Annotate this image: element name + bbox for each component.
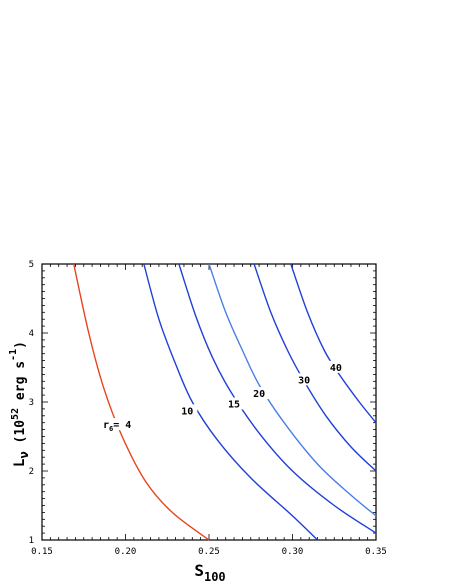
x-tick-label: 0.30 xyxy=(282,547,304,557)
x-axis-title: S100 xyxy=(194,561,225,582)
x-axis-title-subscript: 100 xyxy=(204,570,226,582)
series-label-bg xyxy=(294,373,315,386)
x-axis-ticks: 0.15 0.20 0.25 0.30 0.35 xyxy=(31,547,387,557)
series-label-main: 20 xyxy=(253,389,265,400)
y-axis-title-l: L xyxy=(12,459,28,467)
series-line-40 xyxy=(290,263,377,424)
series-label: 10 xyxy=(181,406,193,417)
y-axis-title-sup2: -1 xyxy=(8,349,19,361)
y-tick-label: 1 xyxy=(29,536,34,546)
y-axis-title: Lν (1052 erg s-1) xyxy=(8,341,31,467)
x-tick-label: 0.20 xyxy=(115,547,137,557)
series-label-main: r xyxy=(103,420,109,431)
y-axis-title-nu: ν xyxy=(17,451,31,458)
y-axis-ticks: 1 2 3 4 5 xyxy=(29,260,34,546)
series-label-bg xyxy=(249,387,270,400)
series-line-15 xyxy=(178,263,377,534)
series-label-main: 40 xyxy=(330,363,342,374)
series-line-10 xyxy=(143,263,319,541)
y-axis-title-unit: erg s xyxy=(13,361,28,408)
y-tick-label: 4 xyxy=(29,329,34,339)
x-tick-label: 0.25 xyxy=(198,547,220,557)
series-line-30 xyxy=(253,263,377,472)
y-tick-label: 2 xyxy=(29,467,34,477)
series-label: 15 xyxy=(228,399,240,410)
y-tick-label: 3 xyxy=(29,398,34,408)
series-label-main: 30 xyxy=(298,375,310,386)
x-tick-label: 0.35 xyxy=(365,547,387,557)
y-axis-title-close: ) xyxy=(13,341,28,349)
series-label-bg xyxy=(177,404,198,417)
series-label: 30 xyxy=(298,375,310,386)
y-tick-label: 5 xyxy=(29,260,34,270)
series-label-rest: = 4 xyxy=(113,420,131,431)
series-line-r6 xyxy=(73,263,210,541)
series-label: r6= 4 xyxy=(103,420,131,433)
series-label-bg xyxy=(95,418,136,431)
series-label-main: 15 xyxy=(228,399,240,410)
series-label: 40 xyxy=(330,363,342,374)
minor-ticks xyxy=(41,263,377,541)
series-label-main: 10 xyxy=(181,406,193,417)
series-label: 20 xyxy=(253,389,265,400)
series-label-bg xyxy=(325,360,346,373)
series-line-20 xyxy=(208,263,377,517)
x-tick-label: 0.15 xyxy=(31,547,53,557)
y-axis-title-sup1: 52 xyxy=(10,408,21,420)
y-axis-title-text: (10 xyxy=(13,420,28,451)
series-label-bg xyxy=(224,397,245,410)
series-labels: r6= 4 10 15 20 30 40 xyxy=(95,360,346,433)
series-label-sub: 6 xyxy=(109,425,113,433)
x-axis-title-main: S xyxy=(194,561,204,580)
